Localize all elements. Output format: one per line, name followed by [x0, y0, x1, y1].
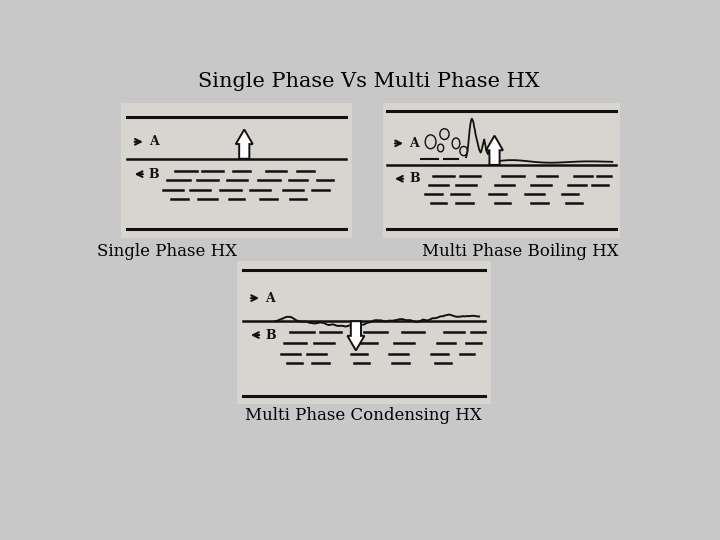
- Text: Single Phase HX: Single Phase HX: [97, 244, 238, 260]
- Text: A: A: [149, 136, 158, 148]
- Polygon shape: [235, 130, 253, 159]
- Text: A: A: [265, 292, 275, 305]
- Text: B: B: [265, 328, 276, 342]
- Text: A: A: [409, 137, 419, 150]
- Text: Multi Phase Condensing HX: Multi Phase Condensing HX: [246, 407, 482, 424]
- Text: B: B: [409, 172, 420, 185]
- Bar: [383, 103, 620, 238]
- Bar: [121, 103, 352, 238]
- Text: Single Phase Vs Multi Phase HX: Single Phase Vs Multi Phase HX: [198, 72, 540, 91]
- Text: B: B: [149, 167, 159, 181]
- Polygon shape: [486, 136, 503, 165]
- Bar: [237, 261, 490, 403]
- Text: Multi Phase Boiling HX: Multi Phase Boiling HX: [423, 244, 619, 260]
- Polygon shape: [348, 321, 364, 350]
